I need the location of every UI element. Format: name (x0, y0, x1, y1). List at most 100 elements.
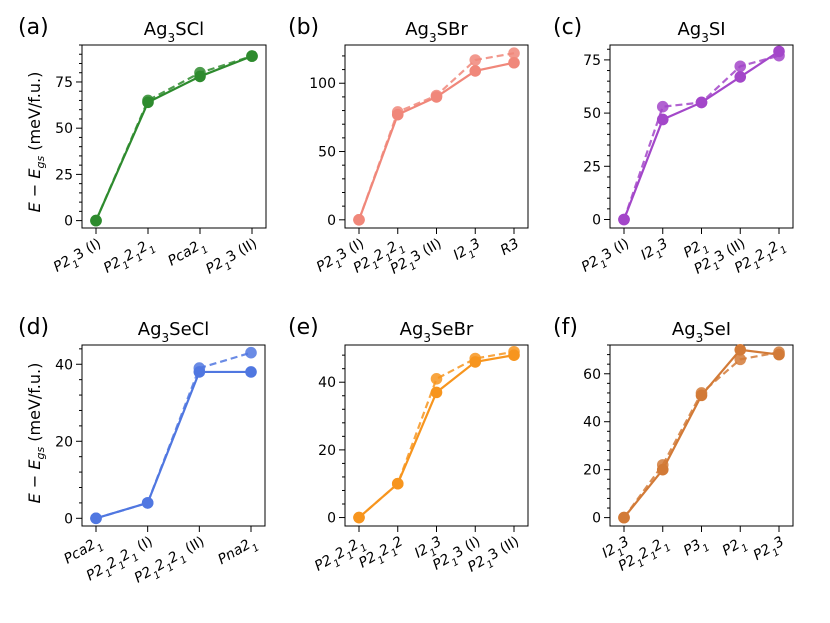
data-point (430, 373, 443, 385)
x-tick-label: P213 (II) (465, 534, 524, 580)
y-tick-label: 0 (327, 213, 336, 229)
data-point (430, 386, 443, 399)
data-point (353, 511, 365, 524)
data-point (353, 214, 365, 226)
data-point (734, 353, 747, 366)
panel-label: (e) (288, 315, 319, 340)
data-point (469, 352, 482, 365)
data-point (734, 71, 747, 83)
data-point (773, 49, 785, 62)
y-tick-label: 0 (64, 511, 73, 527)
y-tick-label: 50 (318, 145, 336, 161)
data-point (90, 214, 102, 227)
y-tick-label: 60 (583, 367, 601, 383)
data-point (734, 60, 747, 73)
x-tick-label: P213 (751, 534, 790, 568)
x-tick-label: I213 (638, 236, 673, 268)
series-line-solid (94, 55, 253, 222)
data-point (90, 512, 102, 525)
data-point (391, 106, 404, 118)
panel-title: Ag3SeCl (138, 319, 209, 345)
panel-label: (a) (18, 15, 49, 40)
series-line-dashed (357, 52, 515, 221)
y-tick-label: 20 (55, 434, 73, 450)
data-point (656, 100, 669, 113)
x-tick-label: I213 (451, 236, 486, 268)
series-line-dashed (95, 351, 252, 520)
axes-frame (609, 44, 794, 229)
x-tick-label: P213 (II) (388, 236, 447, 282)
axes-frame (81, 344, 266, 527)
data-point (656, 113, 669, 126)
series-line-solid (623, 348, 780, 519)
data-point (618, 213, 630, 226)
series-line-dashed (94, 55, 253, 222)
panel-label: (b) (288, 15, 319, 40)
panel-title: Ag3SeBr (400, 319, 474, 345)
x-tick-label: P212121 (101, 236, 158, 281)
x-tick-label: Pca21 (165, 236, 210, 274)
x-tick-label: P21212 (356, 534, 408, 576)
panel-title: Ag3SBr (405, 19, 468, 45)
y-tick-label: 40 (318, 375, 336, 391)
axes-frame (344, 344, 529, 527)
data-point (508, 345, 520, 358)
series-line-solid (357, 61, 515, 221)
data-point (245, 346, 257, 359)
y-tick-label: 0 (592, 511, 601, 527)
series-line-solid (95, 370, 251, 520)
data-point (734, 343, 747, 356)
series-line-solid (622, 50, 780, 220)
y-tick-label: 40 (583, 415, 601, 431)
y-tick-label: 0 (327, 511, 336, 527)
panel-title: Ag3SI (677, 19, 725, 45)
ylabel-top: E − Egs (meV/f.u.) (25, 72, 47, 213)
data-point (618, 511, 630, 524)
panel-label: (d) (18, 315, 49, 340)
x-tick-label: P31 (681, 534, 712, 564)
panel-title: Ag3SeI (672, 319, 731, 345)
panel-label: (c) (553, 15, 582, 40)
data-point (508, 47, 520, 59)
data-point (695, 387, 708, 399)
series-line-dashed (358, 350, 515, 519)
data-point (246, 50, 258, 62)
y-tick-label: 75 (583, 53, 601, 69)
y-tick-label: 25 (583, 159, 601, 175)
y-tick-label: 40 (55, 357, 73, 373)
data-point (391, 477, 404, 490)
x-tick-label: R3 (498, 236, 522, 259)
axes-frame (344, 44, 529, 229)
panel-a: (a) Ag3SCl 0 25 50 75 P213 (I)P212121 Pca21P213… (18, 15, 267, 282)
y-tick-label: 20 (318, 443, 336, 459)
y-tick-label: 50 (583, 106, 601, 122)
data-point (508, 56, 520, 69)
x-tick-label: P213 (II) (203, 236, 262, 282)
ylabel-bottom: E − Egs (meV/f.u.) (25, 363, 47, 504)
data-point (656, 459, 669, 471)
x-tick-label: P21 (681, 236, 712, 266)
data-point (245, 366, 257, 378)
panel-label: (f) (553, 315, 578, 340)
y-tick-label: 25 (55, 167, 73, 183)
x-tick-label: P21 (720, 534, 751, 564)
data-point (141, 497, 154, 509)
data-point (193, 362, 206, 374)
data-point (430, 89, 443, 102)
y-tick-label: 100 (309, 76, 336, 92)
data-point (469, 54, 482, 66)
series-line-dashed (623, 351, 780, 519)
data-point (194, 66, 206, 79)
data-point (773, 346, 785, 358)
y-tick-label: 0 (592, 212, 601, 228)
data-point (142, 94, 154, 107)
y-tick-label: 75 (55, 75, 73, 91)
data-point (695, 96, 708, 109)
axes-frame (81, 44, 267, 229)
